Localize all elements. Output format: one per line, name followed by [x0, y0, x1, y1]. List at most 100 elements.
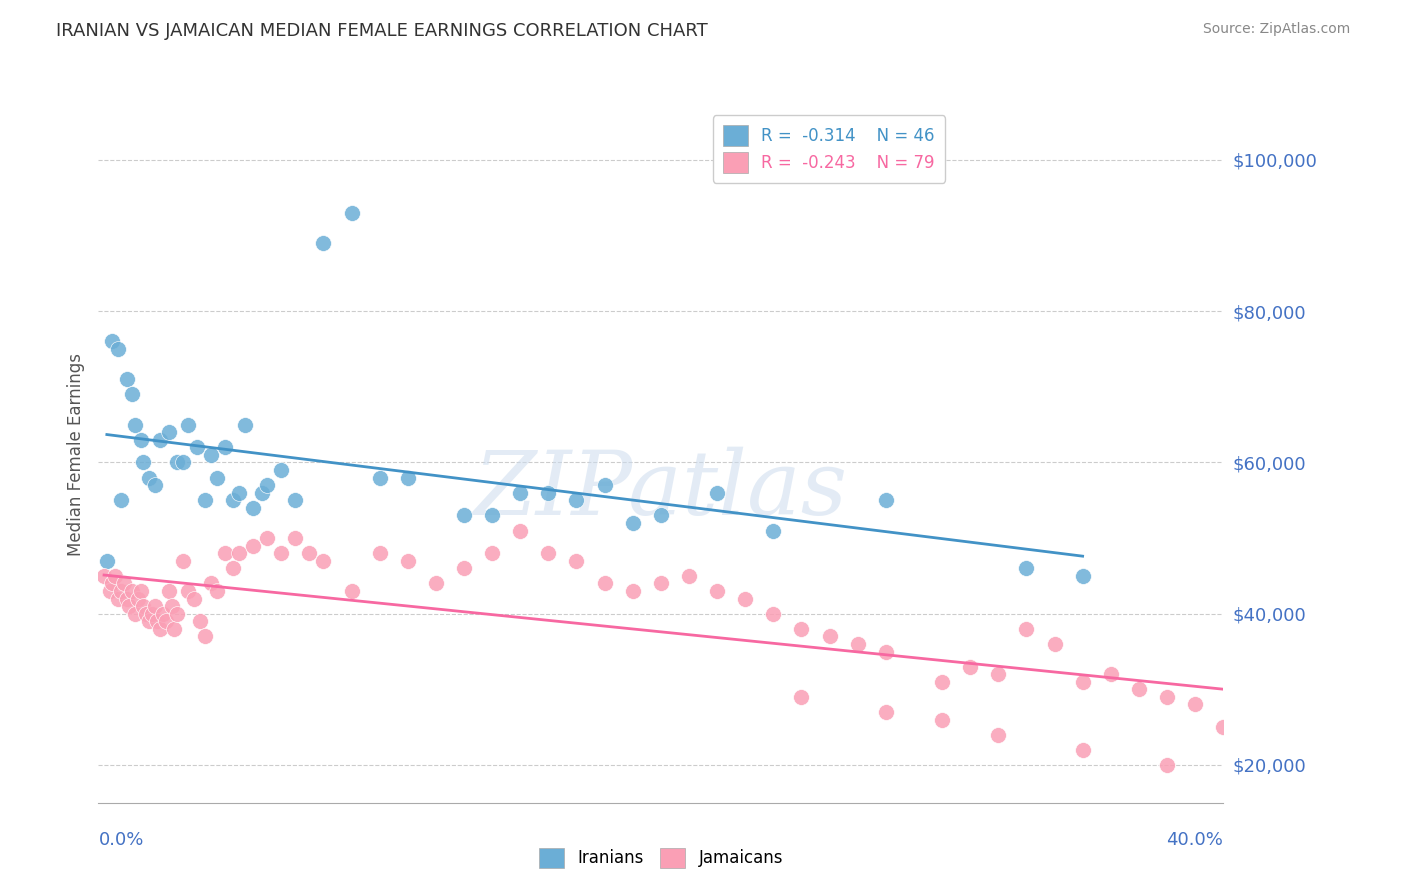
Y-axis label: Median Female Earnings: Median Female Earnings: [66, 353, 84, 557]
Point: [129, 584, 152, 599]
Point: [146, 615, 169, 629]
Point: [104, 569, 127, 583]
Point: [565, 493, 588, 508]
Point: [132, 599, 155, 614]
Point: [194, 493, 217, 508]
Point: [1156, 758, 1178, 772]
Point: [875, 705, 897, 719]
Point: [200, 448, 222, 462]
Point: [256, 531, 278, 545]
Point: [931, 713, 953, 727]
Point: [115, 591, 138, 606]
Point: [481, 508, 503, 523]
Point: [706, 485, 728, 500]
Point: [214, 441, 236, 455]
Point: [875, 644, 897, 658]
Point: [228, 485, 250, 500]
Point: [593, 478, 616, 492]
Point: [242, 539, 264, 553]
Text: IRANIAN VS JAMAICAN MEDIAN FEMALE EARNINGS CORRELATION CHART: IRANIAN VS JAMAICAN MEDIAN FEMALE EARNIN…: [56, 22, 709, 40]
Point: [650, 508, 672, 523]
Point: [1071, 674, 1094, 689]
Point: [340, 206, 363, 220]
Point: [138, 470, 160, 484]
Point: [1043, 637, 1066, 651]
Point: [987, 728, 1010, 742]
Point: [270, 463, 292, 477]
Point: [98, 584, 121, 599]
Point: [233, 417, 256, 432]
Point: [177, 584, 200, 599]
Point: [762, 607, 785, 621]
Point: [101, 576, 124, 591]
Point: [163, 622, 186, 636]
Point: [396, 554, 419, 568]
Point: [425, 576, 447, 591]
Point: [172, 554, 194, 568]
Point: [160, 599, 183, 614]
Point: [818, 629, 841, 643]
Point: [121, 387, 143, 401]
Point: [110, 584, 132, 599]
Point: [1212, 720, 1234, 734]
Point: [987, 667, 1010, 681]
Point: [453, 561, 475, 575]
Point: [121, 584, 143, 599]
Point: [166, 607, 188, 621]
Point: [762, 524, 785, 538]
Point: [481, 546, 503, 560]
Point: [127, 591, 149, 606]
Point: [205, 470, 228, 484]
Point: [157, 425, 180, 440]
Point: [593, 576, 616, 591]
Point: [312, 236, 335, 251]
Point: [222, 493, 245, 508]
Point: [149, 433, 172, 447]
Point: [143, 478, 166, 492]
Point: [214, 546, 236, 560]
Point: [228, 546, 250, 560]
Point: [368, 546, 391, 560]
Point: [157, 584, 180, 599]
Point: [790, 622, 813, 636]
Point: [453, 508, 475, 523]
Point: [172, 455, 194, 469]
Point: [931, 674, 953, 689]
Point: [1071, 743, 1094, 757]
Point: [959, 659, 981, 673]
Text: ZIPatlas: ZIPatlas: [474, 446, 848, 533]
Point: [166, 455, 188, 469]
Point: [1015, 561, 1038, 575]
Point: [1184, 698, 1206, 712]
Point: [312, 554, 335, 568]
Text: Source: ZipAtlas.com: Source: ZipAtlas.com: [1202, 22, 1350, 37]
Point: [194, 629, 217, 643]
Point: [242, 500, 264, 515]
Point: [706, 584, 728, 599]
Point: [396, 470, 419, 484]
Point: [101, 334, 124, 349]
Point: [143, 599, 166, 614]
Point: [1015, 622, 1038, 636]
Point: [298, 546, 321, 560]
Point: [250, 485, 273, 500]
Point: [138, 615, 160, 629]
Point: [284, 493, 307, 508]
Point: [368, 470, 391, 484]
Point: [678, 569, 700, 583]
Point: [177, 417, 200, 432]
Point: [340, 584, 363, 599]
Point: [186, 441, 208, 455]
Point: [110, 493, 132, 508]
Point: [1071, 569, 1094, 583]
Point: [188, 615, 211, 629]
Point: [107, 591, 129, 606]
Point: [129, 433, 152, 447]
Point: [621, 516, 644, 530]
Point: [790, 690, 813, 704]
Point: [256, 478, 278, 492]
Point: [509, 485, 531, 500]
Point: [875, 493, 897, 508]
Point: [222, 561, 245, 575]
Point: [846, 637, 869, 651]
